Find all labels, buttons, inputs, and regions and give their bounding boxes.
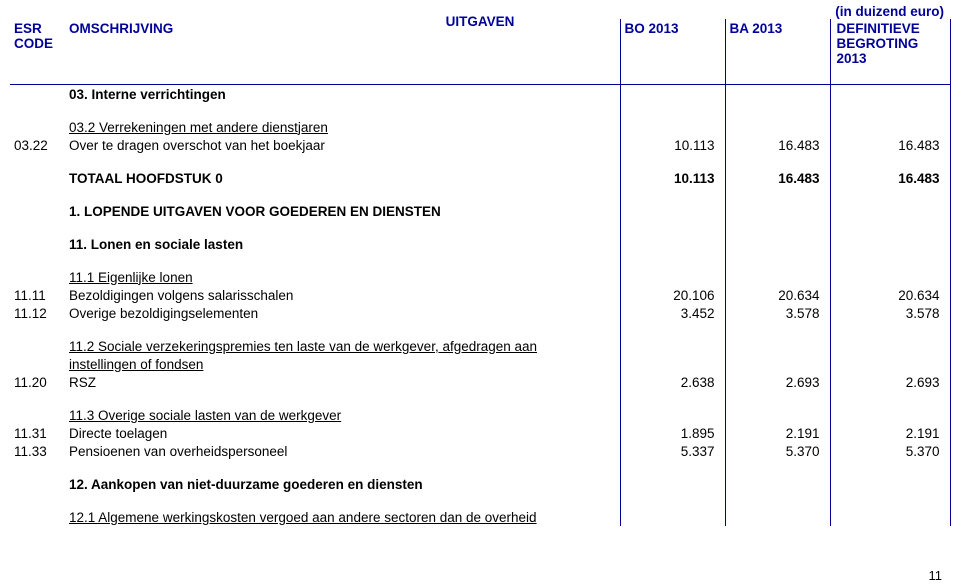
row-11-12-ba: 3.578	[725, 304, 830, 322]
table-row	[10, 220, 950, 235]
table-row: 03. Interne verrichtingen	[10, 85, 950, 104]
row-11-31-desc: Directe toelagen	[65, 424, 620, 442]
row-11-11-def: 20.634	[830, 286, 950, 304]
table-row	[10, 187, 950, 202]
row-tot0-def: 16.483	[830, 169, 950, 187]
table-row: 03.22 Over te dragen overschot van het b…	[10, 136, 950, 154]
section-03: 03. Interne verrichtingen	[65, 85, 620, 104]
row-03-22-bo: 10.113	[620, 136, 725, 154]
table-row: 11.3 Overige sociale lasten van de werkg…	[10, 406, 950, 424]
table-row	[10, 460, 950, 475]
row-11-33-def: 5.370	[830, 442, 950, 460]
table-row: 12.1 Algemene werkingskosten vergoed aan…	[10, 508, 950, 526]
row-11-33-desc: Pensioenen van overheidspersoneel	[65, 442, 620, 460]
budget-table: ESR CODE OMSCHRIJVING BO 2013 BA 2013 DE…	[10, 19, 951, 526]
row-11-12-desc: Overige bezoldigingselementen	[65, 304, 620, 322]
section-12: 12. Aankopen van niet-duurzame goederen …	[65, 475, 620, 493]
table-row	[10, 391, 950, 406]
row-11-2b-desc: instellingen of fondsen	[65, 355, 620, 373]
row-03-22-def: 16.483	[830, 136, 950, 154]
row-11-20-code: 11.20	[10, 373, 65, 391]
table-row	[10, 322, 950, 337]
col-header-code-l2: CODE	[14, 36, 53, 51]
table-row: instellingen of fondsen	[10, 355, 950, 373]
table-row	[10, 253, 950, 268]
row-11-20-def: 2.693	[830, 373, 950, 391]
row-03-22-ba: 16.483	[725, 136, 830, 154]
row-tot0-desc: TOTAAL HOOFDSTUK 0	[65, 169, 620, 187]
row-tot0-ba: 16.483	[725, 169, 830, 187]
table-row: 03.2 Verrekeningen met andere dienstjare…	[10, 118, 950, 136]
row-11-20-ba: 2.693	[725, 373, 830, 391]
row-03-2-desc: 03.2 Verrekeningen met andere dienstjare…	[65, 118, 620, 136]
row-tot0-bo: 10.113	[620, 169, 725, 187]
row-11-12-def: 3.578	[830, 304, 950, 322]
row-12-1-desc: 12.1 Algemene werkingskosten vergoed aan…	[65, 508, 620, 526]
title-uitgaven: UITGAVEN	[10, 14, 950, 29]
row-03-22-desc: Over te dragen overschot van het boekjaa…	[65, 136, 620, 154]
row-11-31-def: 2.191	[830, 424, 950, 442]
row-11-12-code: 11.12	[10, 304, 65, 322]
table-row: TOTAAL HOOFDSTUK 0 10.113 16.483 16.483	[10, 169, 950, 187]
row-11-11-desc: Bezoldigingen volgens salarisschalen	[65, 286, 620, 304]
row-11-33-code: 11.33	[10, 442, 65, 460]
table-row: 11.11 Bezoldigingen volgens salarisschal…	[10, 286, 950, 304]
table-row	[10, 154, 950, 169]
row-11-11-bo: 20.106	[620, 286, 725, 304]
table-row: 11.33 Pensioenen van overheidspersoneel …	[10, 442, 950, 460]
row-11-31-code: 11.31	[10, 424, 65, 442]
table-row: 12. Aankopen van niet-duurzame goederen …	[10, 475, 950, 493]
section-11: 11. Lonen en sociale lasten	[65, 235, 620, 253]
row-11-1-desc: 11.1 Eigenlijke lonen	[65, 268, 620, 286]
row-11-3-desc: 11.3 Overige sociale lasten van de werkg…	[65, 406, 620, 424]
table-row	[10, 103, 950, 118]
row-11-2a-desc: 11.2 Sociale verzekeringspremies ten las…	[65, 337, 620, 355]
table-row: 11.1 Eigenlijke lonen	[10, 268, 950, 286]
row-11-31-bo: 1.895	[620, 424, 725, 442]
row-03-22-code: 03.22	[10, 136, 65, 154]
row-11-20-desc: RSZ	[65, 373, 620, 391]
section-1: 1. LOPENDE UITGAVEN VOOR GOEDEREN EN DIE…	[65, 202, 620, 220]
table-row: 11.12 Overige bezoldigingselementen 3.45…	[10, 304, 950, 322]
table-row: 11.2 Sociale verzekeringspremies ten las…	[10, 337, 950, 355]
row-11-33-bo: 5.337	[620, 442, 725, 460]
col-header-def-l3: 2013	[837, 51, 867, 66]
table-row: 11.20 RSZ 2.638 2.693 2.693	[10, 373, 950, 391]
table-row	[10, 493, 950, 508]
row-11-20-bo: 2.638	[620, 373, 725, 391]
row-11-12-bo: 3.452	[620, 304, 725, 322]
row-11-11-code: 11.11	[10, 286, 65, 304]
row-11-11-ba: 20.634	[725, 286, 830, 304]
table-row: 11.31 Directe toelagen 1.895 2.191 2.191	[10, 424, 950, 442]
row-11-33-ba: 5.370	[725, 442, 830, 460]
table-row: 11. Lonen en sociale lasten	[10, 235, 950, 253]
row-11-31-ba: 2.191	[725, 424, 830, 442]
table-row: 1. LOPENDE UITGAVEN VOOR GOEDEREN EN DIE…	[10, 202, 950, 220]
page-number: 11	[929, 568, 943, 583]
col-header-def-l2: BEGROTING	[837, 36, 919, 51]
